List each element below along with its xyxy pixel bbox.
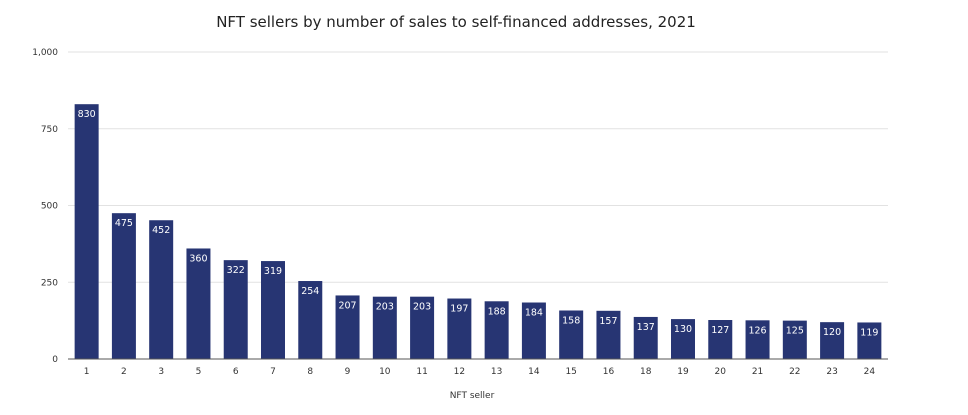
data-label-7: 319 bbox=[264, 266, 282, 277]
x-tick-label-16: 16 bbox=[603, 367, 615, 377]
bar-19 bbox=[671, 319, 695, 359]
x-tick-label-22: 22 bbox=[789, 367, 800, 377]
bar-21 bbox=[745, 320, 770, 359]
bar-7 bbox=[261, 261, 285, 359]
data-labels: 830 475 452 360 322 319 254 207 203 203 197 188 184 1… bbox=[78, 109, 879, 338]
x-tick-label-14: 14 bbox=[528, 367, 540, 377]
bar-14 bbox=[521, 302, 546, 359]
y-tick-label: 500 bbox=[41, 202, 58, 212]
data-label-15: 158 bbox=[562, 315, 580, 326]
x-tick-label-24: 24 bbox=[864, 367, 876, 377]
x-tick-label-15: 15 bbox=[565, 367, 576, 377]
data-label-9: 207 bbox=[338, 300, 356, 311]
x-tick-label-1: 1 bbox=[84, 367, 90, 377]
data-label-12: 197 bbox=[450, 304, 468, 315]
x-tick-label-10: 10 bbox=[379, 367, 391, 377]
x-tick-label-8: 8 bbox=[307, 367, 313, 377]
bar-1 bbox=[74, 104, 99, 359]
data-label-10: 203 bbox=[376, 302, 394, 313]
data-label-18: 137 bbox=[637, 322, 655, 333]
data-label-19: 130 bbox=[674, 324, 692, 335]
x-tick-label-6: 6 bbox=[233, 367, 239, 377]
bar-18 bbox=[633, 316, 658, 359]
data-label-2: 475 bbox=[115, 218, 133, 229]
data-label-11: 203 bbox=[413, 302, 431, 313]
y-tick-label: 250 bbox=[41, 278, 58, 288]
data-label-23: 120 bbox=[823, 327, 841, 338]
x-tick-label-2: 2 bbox=[121, 367, 127, 377]
bar-12 bbox=[447, 298, 472, 359]
data-label-20: 127 bbox=[711, 325, 729, 336]
bar-11 bbox=[410, 296, 435, 359]
bar-15 bbox=[559, 310, 584, 359]
data-label-16: 157 bbox=[599, 316, 617, 327]
y-axis-ticks: 0 250 500 750 1,000 bbox=[32, 48, 58, 365]
y-tick-label: 1,000 bbox=[32, 48, 58, 58]
data-label-13: 188 bbox=[488, 306, 506, 317]
bar-5 bbox=[186, 248, 211, 359]
data-label-1: 830 bbox=[78, 109, 96, 120]
data-label-6: 322 bbox=[227, 265, 245, 276]
bar-13 bbox=[484, 301, 509, 359]
bar-6 bbox=[223, 260, 248, 359]
data-label-21: 126 bbox=[748, 325, 766, 336]
data-label-3: 452 bbox=[152, 225, 170, 236]
gridlines bbox=[68, 51, 888, 283]
data-label-22: 125 bbox=[786, 326, 804, 337]
data-label-5: 360 bbox=[189, 253, 207, 264]
bar-16 bbox=[596, 310, 621, 359]
x-tick-label-12: 12 bbox=[454, 367, 465, 377]
x-axis-title: NFT seller bbox=[450, 391, 495, 401]
x-tick-label-13: 13 bbox=[491, 367, 502, 377]
data-label-8: 254 bbox=[301, 286, 319, 297]
x-tick-label-5: 5 bbox=[196, 367, 202, 377]
x-tick-label-7: 7 bbox=[270, 367, 276, 377]
bar-3 bbox=[149, 220, 174, 359]
x-tick-label-20: 20 bbox=[715, 367, 727, 377]
x-tick-label-23: 23 bbox=[826, 367, 837, 377]
y-tick-label: 0 bbox=[52, 355, 58, 365]
x-tick-label-19: 19 bbox=[677, 367, 689, 377]
y-tick-label: 750 bbox=[41, 125, 58, 135]
x-tick-label-21: 21 bbox=[752, 367, 763, 377]
bar-23 bbox=[820, 322, 845, 359]
chart-title: NFT sellers by number of sales to self-f… bbox=[216, 13, 696, 31]
x-tick-label-9: 9 bbox=[345, 367, 351, 377]
bar-24 bbox=[857, 322, 882, 359]
bar-10 bbox=[372, 296, 397, 359]
bars bbox=[74, 104, 882, 359]
bar-2 bbox=[111, 213, 136, 359]
bar-20 bbox=[708, 320, 733, 359]
x-tick-label-3: 3 bbox=[158, 367, 164, 377]
x-tick-label-11: 11 bbox=[416, 367, 427, 377]
x-axis-ticks: 1 2 3 5 6 7 8 9 10 11 12 13 14 15 16 18 19 20 21 22 23 24 bbox=[84, 367, 876, 377]
bar-22 bbox=[782, 320, 807, 359]
data-label-24: 119 bbox=[860, 327, 878, 338]
bar-8 bbox=[298, 281, 323, 359]
data-label-14: 184 bbox=[525, 308, 543, 319]
x-tick-label-18: 18 bbox=[640, 367, 652, 377]
bar-9 bbox=[335, 295, 360, 359]
